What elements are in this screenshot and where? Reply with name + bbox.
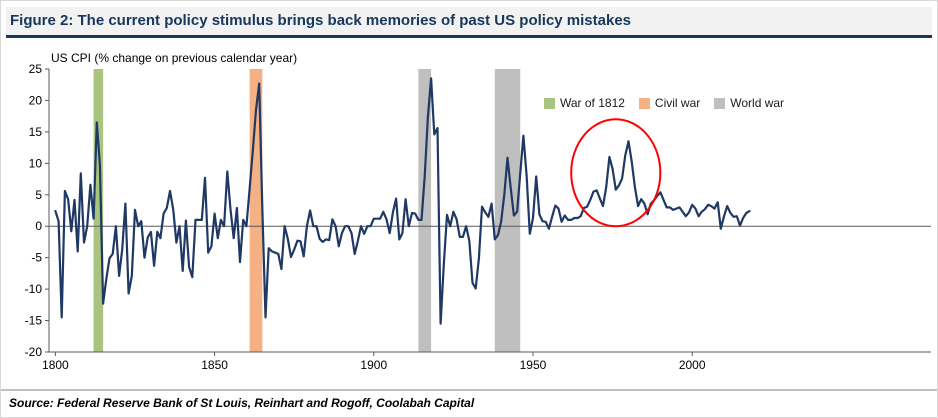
svg-text:1800: 1800 — [42, 358, 69, 372]
axes — [48, 69, 931, 353]
legend-swatch-civil-war — [638, 97, 650, 109]
y-axis-labels: 25 20 15 10 5 0 -5 -10 -15 -20 — [25, 62, 49, 359]
svg-text:20: 20 — [29, 93, 43, 107]
legend-label-war-of-1812: War of 1812 — [560, 96, 625, 110]
legend-label-civil-war: Civil war — [654, 96, 701, 110]
legend-item-civil-war: Civil war — [638, 96, 701, 110]
svg-text:-15: -15 — [25, 314, 43, 328]
annotation-ellipse — [570, 118, 662, 228]
svg-text:0: 0 — [35, 219, 42, 233]
event-bands — [93, 69, 521, 352]
y-axis-note: US CPI (% change on previous calendar ye… — [51, 51, 298, 65]
svg-text:1950: 1950 — [520, 358, 547, 372]
svg-text:1850: 1850 — [201, 358, 228, 372]
legend-swatch-world-war — [714, 97, 726, 109]
svg-text:-5: -5 — [31, 251, 42, 265]
chart-legend: War of 1812 Civil war World war — [544, 96, 784, 110]
band — [494, 69, 521, 352]
svg-text:-10: -10 — [25, 282, 43, 296]
svg-text:2000: 2000 — [679, 358, 706, 372]
legend-item-war-of-1812: War of 1812 — [544, 96, 625, 110]
svg-text:25: 25 — [29, 62, 43, 76]
band — [418, 69, 432, 352]
legend-item-world-war: World war — [714, 96, 784, 110]
legend-label-world-war: World war — [730, 96, 785, 110]
svg-text:1900: 1900 — [360, 358, 387, 372]
svg-text:15: 15 — [29, 125, 43, 139]
svg-text:5: 5 — [35, 188, 42, 202]
band — [93, 69, 104, 352]
svg-text:-20: -20 — [25, 345, 43, 359]
x-axis-labels: 1800 1850 1900 1950 2000 — [42, 352, 706, 372]
legend-swatch-war-of-1812 — [544, 97, 555, 109]
source-note: Source: Federal Reserve Bank of St Louis… — [1, 389, 937, 417]
figure-title: Figure 2: The current policy stimulus br… — [6, 7, 932, 38]
svg-text:10: 10 — [29, 156, 43, 170]
cpi-line — [54, 77, 751, 325]
